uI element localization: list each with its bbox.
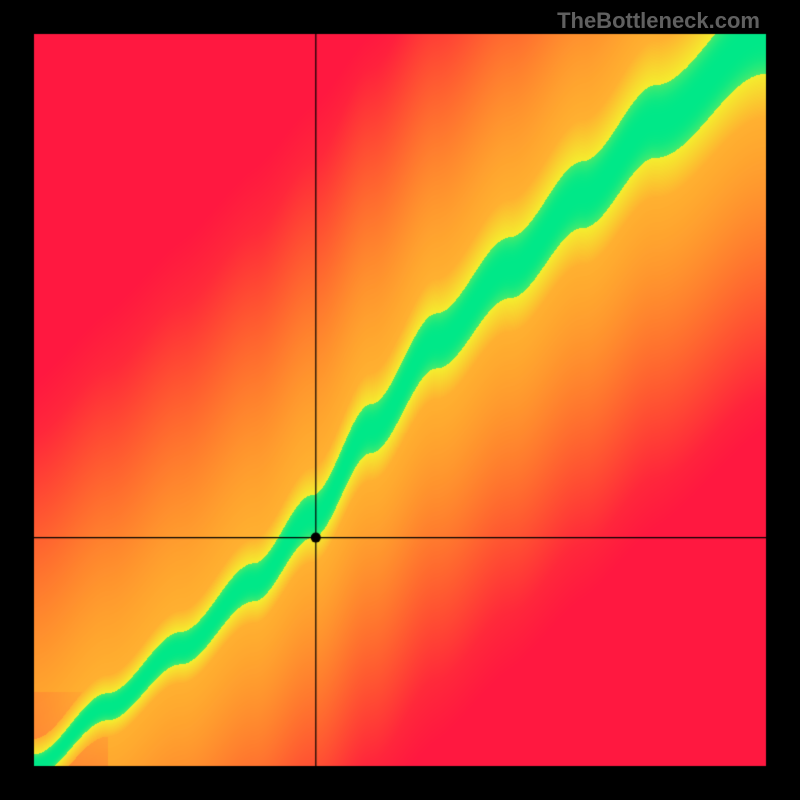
bottleneck-heatmap [0,0,800,800]
watermark-text: TheBottleneck.com [557,8,760,34]
